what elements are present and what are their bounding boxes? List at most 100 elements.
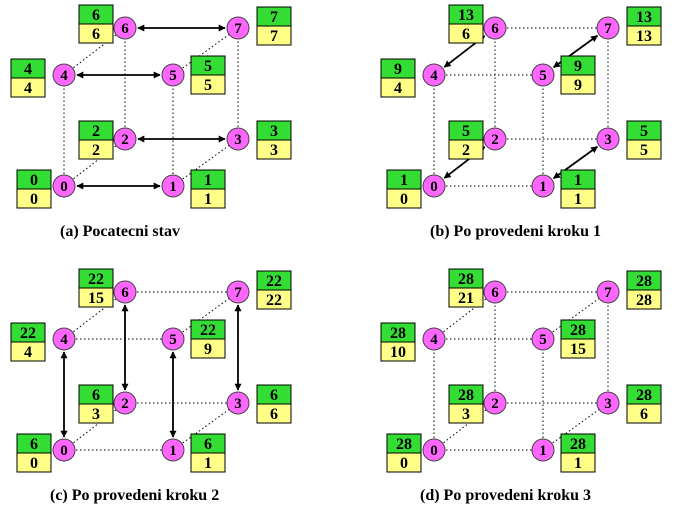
node-4-bottom-value: 10 — [390, 344, 406, 361]
node-1-bottom-box — [190, 452, 226, 473]
node-5-bottom-value: 15 — [570, 341, 586, 358]
node-5 — [531, 63, 555, 87]
node-4-top-value: 22 — [20, 325, 36, 342]
node-4-label: 4 — [60, 332, 68, 348]
node-1-label: 1 — [539, 443, 547, 459]
node-2-bottom-value: 3 — [462, 406, 470, 423]
node-4-top-value: 4 — [24, 61, 32, 78]
edge-4-6 — [63, 27, 126, 76]
edge-0-2 — [63, 138, 126, 187]
node-1-top-value: 1 — [574, 172, 582, 189]
node-5-label: 5 — [169, 68, 177, 84]
node-7 — [596, 280, 620, 304]
node-4 — [422, 327, 446, 351]
panel-caption: (a) Pocatecni stav — [60, 223, 180, 240]
node-5-bottom-box — [190, 74, 226, 95]
node-1-bottom-box — [560, 452, 596, 473]
node-6-bottom-box — [448, 23, 484, 44]
node-3-label: 3 — [604, 132, 612, 148]
node-1 — [161, 174, 185, 198]
edge-1-3 — [542, 402, 609, 451]
node-1-bottom-value: 1 — [574, 455, 582, 472]
node-7 — [596, 16, 620, 40]
node-7-bottom-box — [626, 289, 662, 310]
node-0-label: 0 — [60, 443, 68, 459]
node-2-bottom-box — [78, 403, 114, 424]
node-4 — [52, 327, 76, 351]
node-7 — [226, 16, 250, 40]
node-4-label: 4 — [430, 68, 438, 84]
node-0 — [52, 174, 76, 198]
node-7-label: 7 — [604, 285, 612, 301]
node-7-bottom-value: 22 — [266, 292, 282, 309]
node-3-bottom-box — [626, 139, 662, 160]
node-6-label: 6 — [491, 21, 499, 37]
node-2-top-value: 2 — [92, 123, 100, 140]
node-5-top-value: 9 — [574, 58, 582, 75]
node-3-top-value: 5 — [640, 123, 648, 140]
edge-1-3 — [172, 402, 239, 451]
node-5-top-value: 28 — [570, 322, 586, 339]
node-3-bottom-value: 3 — [270, 142, 278, 159]
node-5-label: 5 — [539, 68, 547, 84]
node-3-bottom-box — [256, 139, 292, 160]
node-4 — [422, 63, 446, 87]
node-2-label: 2 — [121, 396, 129, 412]
node-0-bottom-box — [16, 452, 52, 473]
node-5-bottom-value: 9 — [204, 341, 212, 358]
node-6-bottom-value: 6 — [462, 26, 470, 43]
node-0-bottom-value: 0 — [30, 455, 38, 472]
panel-caption: (d) Po provedeni kroku 3 — [420, 487, 591, 504]
node-7-top-value: 22 — [266, 273, 282, 290]
node-6-top-value: 13 — [458, 7, 474, 24]
node-3-top-value: 28 — [636, 387, 652, 404]
node-6-bottom-box — [78, 287, 114, 308]
node-5-bottom-box — [560, 74, 596, 95]
node-5-bottom-value: 5 — [204, 77, 212, 94]
node-4-bottom-value: 4 — [24, 80, 32, 97]
panel-2: 0 6 0 1 6 1 2 6 3 3 6 6 4 22 4 5 22 9 6 22 15 7 22 22 (c) Po pro… — [10, 268, 292, 504]
node-1 — [531, 438, 555, 462]
node-6 — [483, 280, 507, 304]
node-6-top-value: 28 — [458, 271, 474, 288]
edge-0-2 — [63, 402, 126, 451]
node-5-bottom-value: 9 — [574, 77, 582, 94]
node-7-label: 7 — [234, 285, 242, 301]
node-3-label: 3 — [604, 396, 612, 412]
node-3-bottom-value: 6 — [270, 406, 278, 423]
node-1-label: 1 — [169, 443, 177, 459]
node-5-bottom-box — [560, 338, 596, 359]
node-0-top-value: 28 — [396, 436, 412, 453]
node-4-top-value: 28 — [390, 325, 406, 342]
node-4-top-value: 9 — [394, 61, 402, 78]
node-2 — [113, 391, 137, 415]
node-4-bottom-box — [10, 341, 46, 362]
node-0-bottom-box — [16, 188, 52, 209]
node-3-bottom-value: 6 — [640, 406, 648, 423]
node-3 — [226, 391, 250, 415]
node-1-label: 1 — [539, 179, 547, 195]
node-0-label: 0 — [430, 443, 438, 459]
node-1-bottom-value: 1 — [204, 191, 212, 208]
node-7-bottom-box — [256, 25, 292, 46]
node-7-bottom-value: 28 — [636, 292, 652, 309]
node-6-top-value: 6 — [92, 7, 100, 24]
node-0 — [52, 438, 76, 462]
node-7-bottom-value: 13 — [636, 28, 652, 45]
panel-caption: (b) Po provedeni kroku 1 — [430, 223, 601, 240]
node-0-label: 0 — [60, 179, 68, 195]
edge-5-7 — [172, 291, 239, 340]
node-4-label: 4 — [60, 68, 68, 84]
panel-caption: (c) Po provedeni kroku 2 — [50, 487, 219, 504]
node-6-bottom-box — [78, 23, 114, 44]
node-2-top-value: 5 — [462, 123, 470, 140]
node-5-label: 5 — [169, 332, 177, 348]
edge-5-7 — [542, 291, 609, 340]
node-4-label: 4 — [430, 332, 438, 348]
node-7-bottom-value: 7 — [270, 28, 278, 45]
node-5-label: 5 — [539, 332, 547, 348]
node-2-bottom-box — [448, 403, 484, 424]
node-6-top-value: 22 — [88, 271, 104, 288]
node-3-top-value: 6 — [270, 387, 278, 404]
node-6-bottom-box — [448, 287, 484, 308]
